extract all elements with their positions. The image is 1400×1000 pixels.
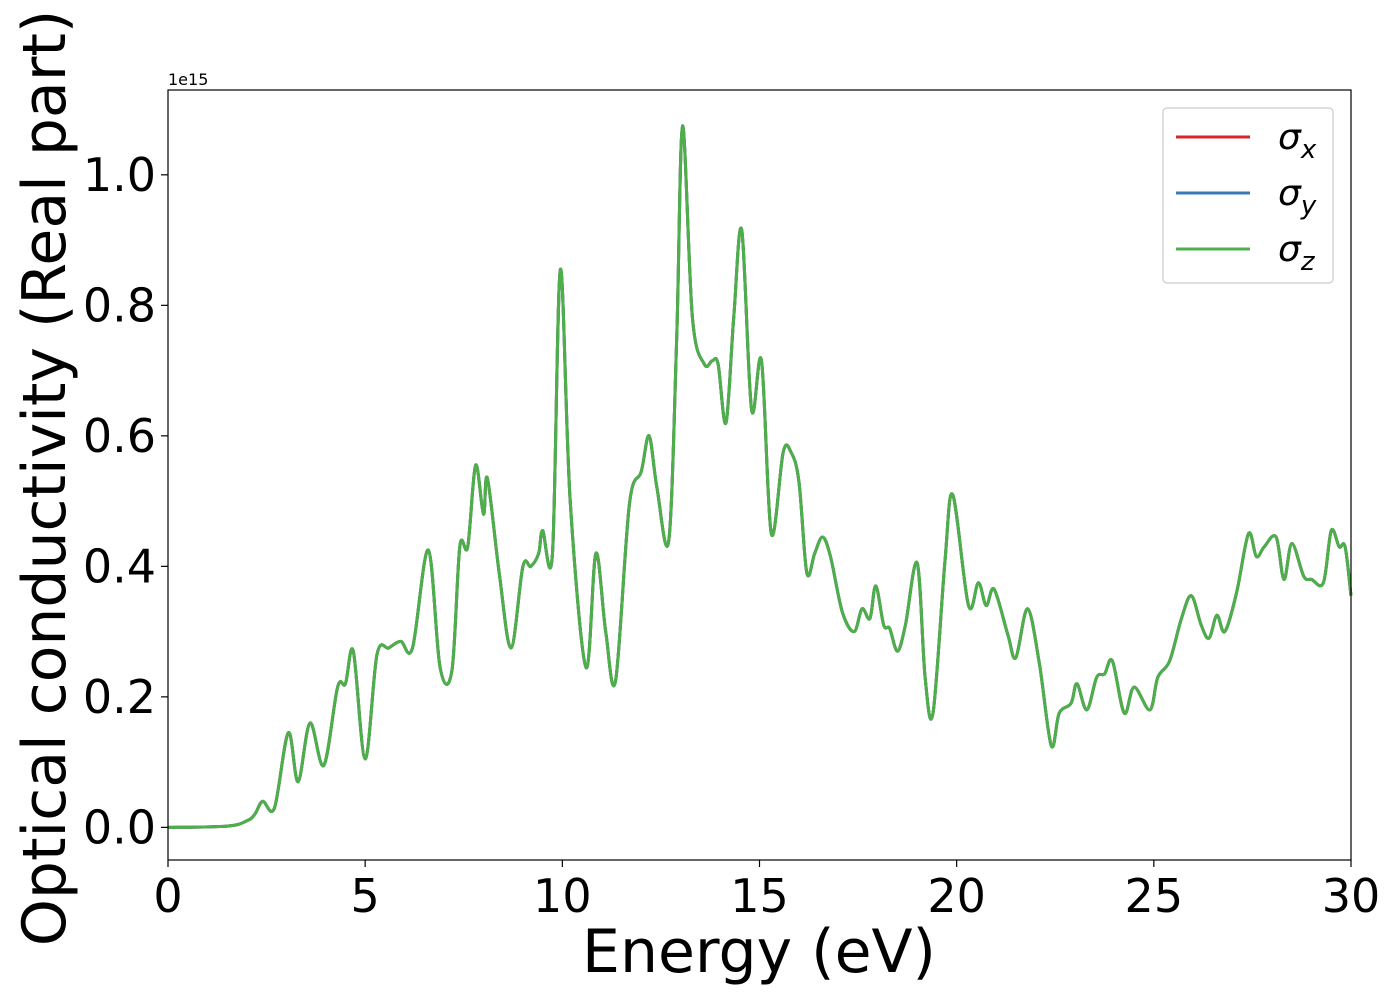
plot-area <box>167 124 1353 829</box>
x-tick-label: 0 <box>153 869 182 923</box>
series-line-sigma-z <box>167 124 1353 829</box>
y-tick-label: 0.2 <box>83 670 156 724</box>
legend-frame <box>1162 107 1334 284</box>
y-axis-label: Optical conductivity (Real part) <box>10 10 80 947</box>
y-tick-label: 0.8 <box>83 278 156 332</box>
y-tick-label: 0.6 <box>83 409 156 463</box>
legend-label-sigma-z: σz <box>1278 229 1316 277</box>
x-tick-label: 25 <box>1125 869 1184 923</box>
y-tick-label: 0.4 <box>83 539 156 593</box>
y-tick-label: 0.0 <box>83 800 156 854</box>
x-axis-label: Energy (eV) <box>582 917 936 987</box>
x-axis-ticks: 0 5 10 15 20 25 30 <box>153 860 1380 923</box>
x-tick-label: 5 <box>351 869 380 923</box>
x-tick-label: 30 <box>1322 869 1381 923</box>
legend: σx σy σz <box>1162 107 1334 284</box>
series-layer <box>167 124 1353 829</box>
x-tick-label: 10 <box>533 869 592 923</box>
x-tick-label: 15 <box>730 869 789 923</box>
axes-frame <box>167 89 1352 861</box>
legend-label-sigma-y: σy <box>1278 173 1317 221</box>
y-offset-text: 1e15 <box>168 70 208 89</box>
legend-label-sigma-x: σx <box>1278 117 1317 165</box>
x-tick-label: 20 <box>927 869 986 923</box>
y-tick-label: 1.0 <box>83 148 156 202</box>
y-axis-ticks: 0.0 0.2 0.4 0.6 0.8 1.0 <box>83 148 168 854</box>
